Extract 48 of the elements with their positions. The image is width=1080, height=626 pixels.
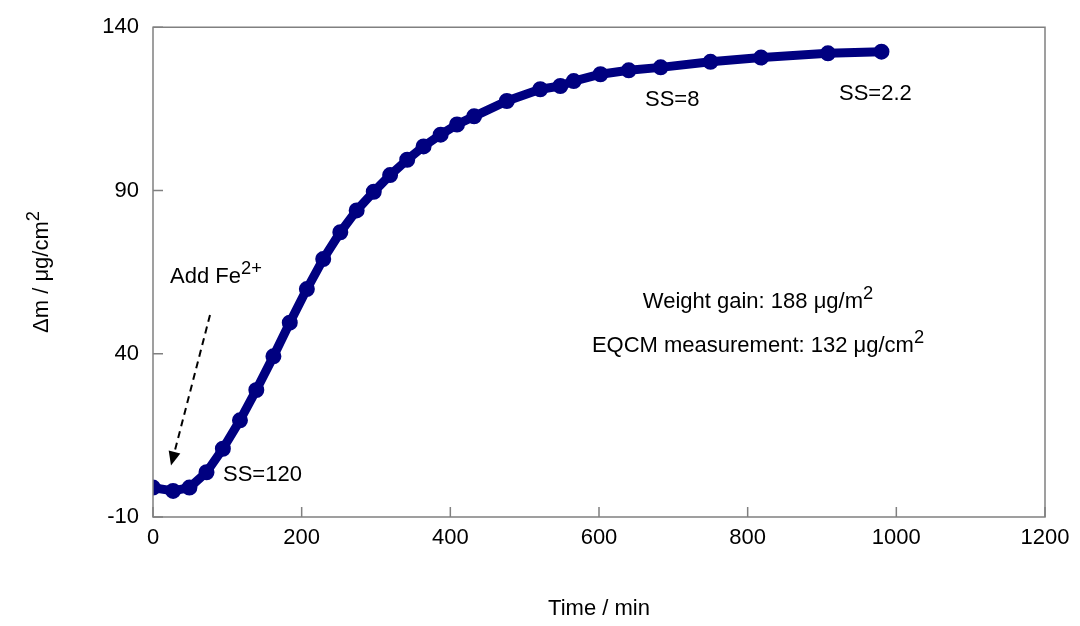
point: [382, 167, 399, 184]
x-tick-label: 400: [431, 524, 469, 550]
x-tick-label: 200: [283, 524, 321, 550]
point: [819, 45, 836, 62]
point: [415, 138, 432, 155]
point: [565, 73, 582, 90]
point: [365, 183, 382, 200]
annotation: SS=8: [645, 86, 700, 111]
point: [198, 464, 215, 481]
point: [552, 77, 569, 94]
point: [265, 348, 282, 365]
x-tick-label: 1200: [1020, 524, 1070, 550]
x-tick-label: 800: [729, 524, 767, 550]
y-tick-label: -10: [107, 503, 139, 529]
x-tick-label: 1000: [871, 524, 921, 550]
annotation: SS=120: [223, 461, 302, 486]
x-axis-title: Time / min: [548, 594, 650, 620]
point: [181, 479, 198, 496]
point: [873, 43, 890, 60]
y-tick-label: 40: [114, 339, 139, 365]
point: [399, 151, 416, 168]
point: [532, 81, 549, 98]
annotation: Weight gain: 188 μg/m$^{2}$: [642, 282, 874, 313]
point: [214, 440, 231, 457]
point: [298, 281, 315, 298]
point: [315, 251, 332, 268]
y-tick-label: 140: [102, 13, 139, 39]
point: [281, 314, 298, 331]
annotation: SS=2.2: [839, 80, 912, 105]
point: [702, 53, 719, 70]
x-tick-label: 0: [146, 524, 160, 550]
annotation: Add Fe$^{2+}$: [170, 257, 262, 288]
annotation: EQCM measurement: 132 μg/cm$^{2}$: [591, 326, 925, 357]
point: [248, 381, 265, 398]
point: [432, 126, 449, 143]
point: [231, 412, 248, 429]
point: [332, 224, 349, 241]
point: [348, 202, 365, 219]
y-tick-label: 90: [114, 176, 139, 202]
point: [498, 93, 515, 109]
point: [592, 66, 609, 83]
point: [449, 116, 466, 133]
point: [753, 49, 770, 66]
point: [620, 62, 637, 79]
point: [466, 108, 483, 125]
point: [165, 482, 182, 499]
x-tick-label: 600: [580, 524, 618, 550]
point: [652, 59, 669, 76]
